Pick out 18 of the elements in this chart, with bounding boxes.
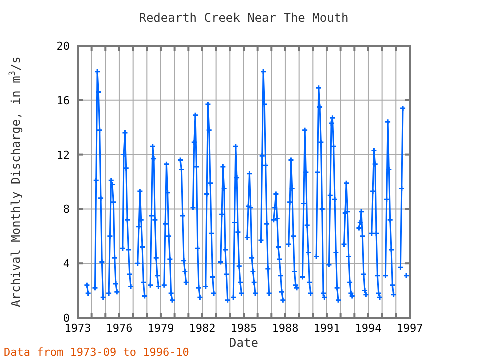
x-tick-label: 1985 <box>230 322 258 335</box>
y-tick-label: 20 <box>56 40 70 53</box>
x-tick-label: 1976 <box>106 322 133 335</box>
x-tick-label: 1979 <box>148 322 174 335</box>
x-tick-label: 1994 <box>355 322 382 335</box>
y-tick-label: 4 <box>63 258 70 271</box>
x-tick-label: 1982 <box>189 322 216 335</box>
text: Data from 1973-09 to 1996-10 <box>4 346 190 359</box>
y-tick-label: 16 <box>56 94 70 108</box>
y-tick-label: 12 <box>56 148 70 162</box>
x-axis-title: Date <box>230 336 258 350</box>
x-tick-label: 1997 <box>396 322 424 335</box>
y-tick-label: 8 <box>63 203 70 216</box>
y-tick-label: 0 <box>63 312 70 325</box>
x-tick-label: 1973 <box>64 322 92 335</box>
x-tick-label: 1988 <box>272 322 299 335</box>
chart-title: Redearth Creek Near The Mouth <box>139 11 349 25</box>
x-tick-label: 1991 <box>314 322 340 335</box>
